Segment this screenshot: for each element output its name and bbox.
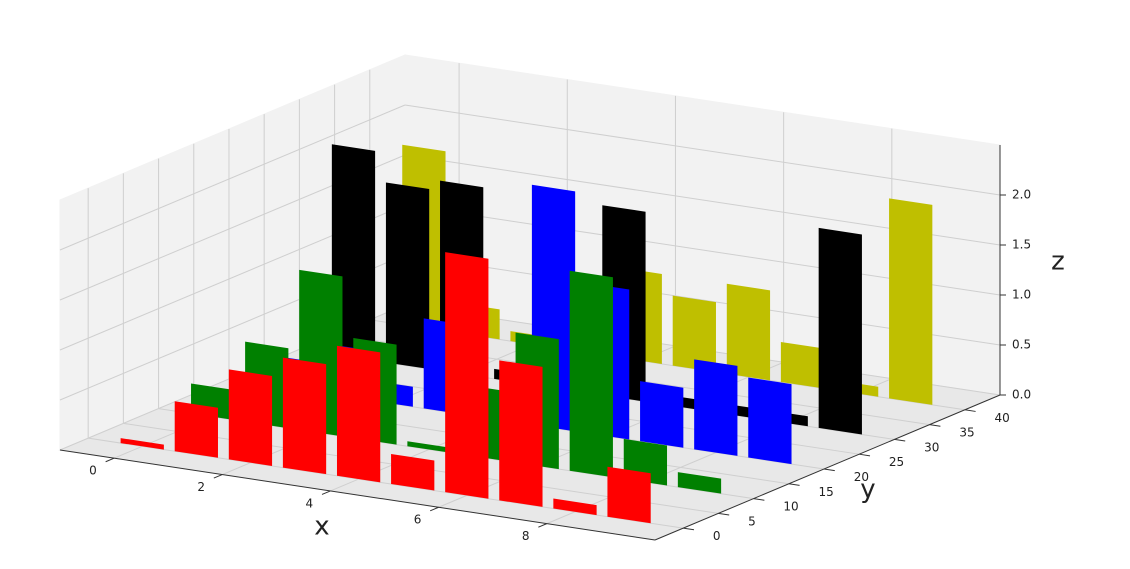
x-tick-label: 4 — [306, 496, 314, 510]
y-tick-label: 25 — [889, 455, 904, 469]
y-tick — [823, 468, 835, 472]
bar — [694, 359, 738, 456]
bar — [391, 453, 435, 491]
bar — [331, 144, 376, 361]
bar — [780, 341, 825, 389]
bar — [607, 466, 651, 524]
y-tick — [718, 512, 730, 516]
x-tick-label: 0 — [89, 464, 97, 478]
z-tick-label: 2.0 — [1012, 188, 1031, 202]
bar — [385, 182, 430, 370]
x-tick-label: 2 — [197, 480, 205, 494]
y-tick-label: 0 — [713, 529, 721, 543]
y-tick-label: 10 — [783, 500, 798, 514]
bar — [228, 369, 273, 466]
y-tick-label: 20 — [854, 470, 869, 484]
bar — [120, 438, 164, 450]
y-tick-label: 40 — [995, 411, 1010, 425]
x-tick — [321, 490, 331, 495]
bar — [499, 360, 543, 507]
y-tick-label: 30 — [924, 440, 939, 454]
axis-line — [654, 394, 1001, 541]
bar — [445, 252, 489, 499]
grid-line — [88, 437, 684, 529]
x-tick-label: 6 — [414, 513, 422, 527]
y-tick — [929, 424, 941, 427]
x-tick-label: 8 — [522, 529, 530, 543]
y-axis-label: y — [860, 475, 875, 505]
bar — [407, 441, 451, 453]
bar — [672, 295, 716, 373]
x-tick — [105, 457, 115, 463]
y-tick-label: 5 — [748, 514, 756, 528]
bar — [174, 401, 218, 458]
bar — [553, 498, 597, 516]
y-tick — [859, 453, 871, 457]
x-axis-label: x — [314, 512, 329, 542]
axis-line — [59, 449, 656, 541]
bar — [569, 270, 613, 478]
y-tick — [894, 438, 906, 442]
y-tick — [753, 498, 765, 501]
bar — [818, 227, 862, 435]
x-tick — [538, 523, 548, 528]
bar — [336, 345, 381, 483]
y-tick — [683, 527, 695, 531]
bar — [282, 357, 327, 475]
bar — [748, 377, 792, 465]
bar — [640, 381, 684, 448]
z-axis-label: z — [1051, 247, 1065, 277]
x-tick — [213, 474, 223, 479]
z-tick-label: 0.0 — [1012, 388, 1031, 402]
bar — [889, 198, 933, 405]
grid-line — [404, 104, 1001, 196]
grid-line — [59, 104, 406, 251]
x-tick — [429, 506, 439, 512]
z-tick-label: 0.5 — [1012, 338, 1031, 352]
y-tick — [788, 483, 800, 486]
bar — [677, 472, 722, 494]
z-tick-label: 1.5 — [1012, 238, 1031, 252]
z-tick-label: 1.0 — [1012, 288, 1031, 302]
y-tick-label: 35 — [959, 426, 974, 440]
bar — [726, 283, 771, 381]
y-tick-label: 15 — [819, 485, 834, 499]
y-tick — [964, 409, 976, 412]
